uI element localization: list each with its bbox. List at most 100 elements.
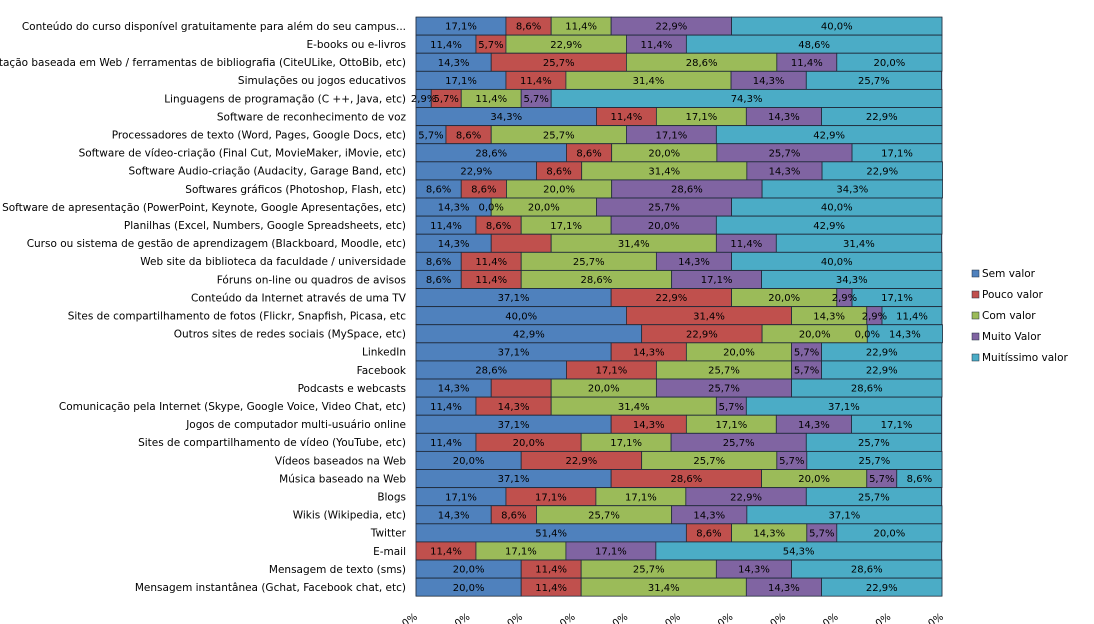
data-label: 11,4% (430, 547, 462, 558)
data-label: 22,9% (866, 347, 898, 358)
data-label: 31,4% (648, 583, 680, 594)
category-label: Outros sites de redes sociais (MySpace, … (174, 329, 406, 341)
data-label: 25,7% (633, 565, 665, 576)
category-label: Fóruns on-line ou quadros de avisos (217, 274, 406, 286)
category-label: Wikis (Wikipedia, etc) (293, 510, 406, 522)
data-label: 17,1% (881, 293, 913, 304)
data-label: 22,9% (460, 166, 492, 177)
data-label: 8,6% (456, 130, 481, 141)
data-label: 14,3% (498, 402, 530, 413)
data-label: 8,6% (576, 148, 601, 159)
data-label: 11,4% (475, 275, 507, 286)
data-label: 28,6% (670, 474, 702, 485)
data-label: 51,4% (535, 528, 567, 539)
category-label: E-books ou e-livros (306, 39, 406, 51)
data-label: 28,6% (581, 275, 613, 286)
data-label: 25,7% (858, 76, 890, 87)
data-label: 25,7% (543, 58, 575, 69)
data-label: 31,4% (618, 402, 650, 413)
data-label: 14,3% (633, 420, 665, 431)
data-label: 25,7% (858, 438, 890, 449)
data-label: 5,7% (523, 94, 548, 105)
x-tick-label: 0,0% (393, 612, 420, 624)
data-label: 74,3% (731, 94, 763, 105)
data-label: 22,9% (730, 492, 762, 503)
data-label: 14,3% (813, 311, 845, 322)
x-tick-label: 30,0% (545, 612, 577, 624)
category-label: Planilhas (Excel, Numbers, Google Spread… (124, 220, 406, 232)
category-label: Web site da biblioteca da faculdade / un… (140, 256, 406, 268)
data-label: 14,3% (753, 528, 785, 539)
category-label: Softwares gráficos (Photoshop, Flash, et… (185, 184, 406, 196)
data-label: 25,7% (573, 257, 605, 268)
data-label: 2,9% (832, 293, 857, 304)
data-label: 0,0% (855, 329, 880, 340)
x-tick-label: 10,0% (440, 612, 472, 624)
data-label: 14,3% (768, 583, 800, 594)
data-label: 22,9% (566, 456, 598, 467)
data-label: 25,7% (708, 384, 740, 395)
data-label: 31,4% (633, 76, 665, 87)
data-label: 17,1% (445, 492, 477, 503)
data-label: 48,6% (798, 40, 830, 51)
data-label: 11,4% (430, 438, 462, 449)
data-label: 17,1% (445, 22, 477, 33)
data-label: 17,1% (535, 492, 567, 503)
category-label: Conteúdo da Internet através de uma TV (191, 292, 407, 304)
data-label: 40,0% (505, 311, 537, 322)
data-label: 17,1% (445, 76, 477, 87)
data-label: 20,0% (874, 58, 906, 69)
data-label: 31,4% (648, 166, 680, 177)
category-label: Facebook (357, 365, 407, 377)
data-label: 20,0% (723, 347, 755, 358)
x-tick-label: 70,0% (756, 612, 788, 624)
data-label: 14,3% (438, 384, 470, 395)
data-label: 5,7% (794, 347, 819, 358)
legend-swatch (971, 311, 980, 320)
legend-label: Muitíssimo valor (982, 352, 1069, 364)
data-label: 25,7% (723, 438, 755, 449)
data-label: 17,1% (505, 547, 537, 558)
category-label: Conteúdo do curso disponível gratuitamen… (22, 21, 406, 33)
legend-label: Pouco valor (982, 289, 1044, 301)
data-label: 8,6% (426, 275, 451, 286)
data-label: 8,6% (426, 257, 451, 268)
data-label: 17,1% (701, 275, 733, 286)
data-label: 11,4% (535, 583, 567, 594)
legend-swatch (971, 353, 980, 362)
data-label: 8,6% (907, 474, 932, 485)
data-label: 22,9% (866, 112, 898, 123)
data-label: 25,7% (648, 203, 680, 214)
data-label: 22,9% (866, 583, 898, 594)
data-label: 14,3% (753, 76, 785, 87)
data-label: 40,0% (821, 203, 853, 214)
data-label: 14,3% (798, 420, 830, 431)
legend-swatch (971, 290, 980, 299)
category-label: Vídeos baseados na Web (275, 455, 406, 467)
data-label: 20,0% (528, 203, 560, 214)
data-label: 28,6% (851, 565, 883, 576)
data-label: 31,4% (843, 239, 875, 250)
data-label: 11,4% (520, 76, 552, 87)
data-label: 5,7% (794, 366, 819, 377)
category-label: Jogos de computador multi-usuário online (185, 419, 406, 431)
data-label: 37,1% (498, 474, 530, 485)
data-label: 37,1% (498, 420, 530, 431)
data-label: 25,7% (769, 148, 801, 159)
data-label: 2,9% (411, 94, 436, 105)
data-label: 34,3% (836, 185, 868, 196)
data-label: 14,3% (768, 112, 800, 123)
data-label: 11,4% (430, 221, 462, 232)
data-label: 20,0% (648, 221, 680, 232)
bar-segment (490, 378, 552, 398)
legend: Sem valor Pouco valor Com valor Muito Valor… (971, 268, 1069, 364)
category-label: Comunicação pela Internet (Skype, Google… (59, 401, 406, 413)
data-label: 5,7% (809, 528, 834, 539)
category-label: LinkedIn (362, 347, 406, 359)
data-label: 11,4% (611, 112, 643, 123)
data-label: 8,6% (486, 221, 511, 232)
category-label: Software de vídeo-criação (Final Cut, Mo… (79, 148, 406, 160)
category-label: Software de apresentação (PowerPoint, Ke… (2, 202, 406, 214)
data-label: 11,4% (430, 402, 462, 413)
data-label: 11,4% (791, 58, 823, 69)
